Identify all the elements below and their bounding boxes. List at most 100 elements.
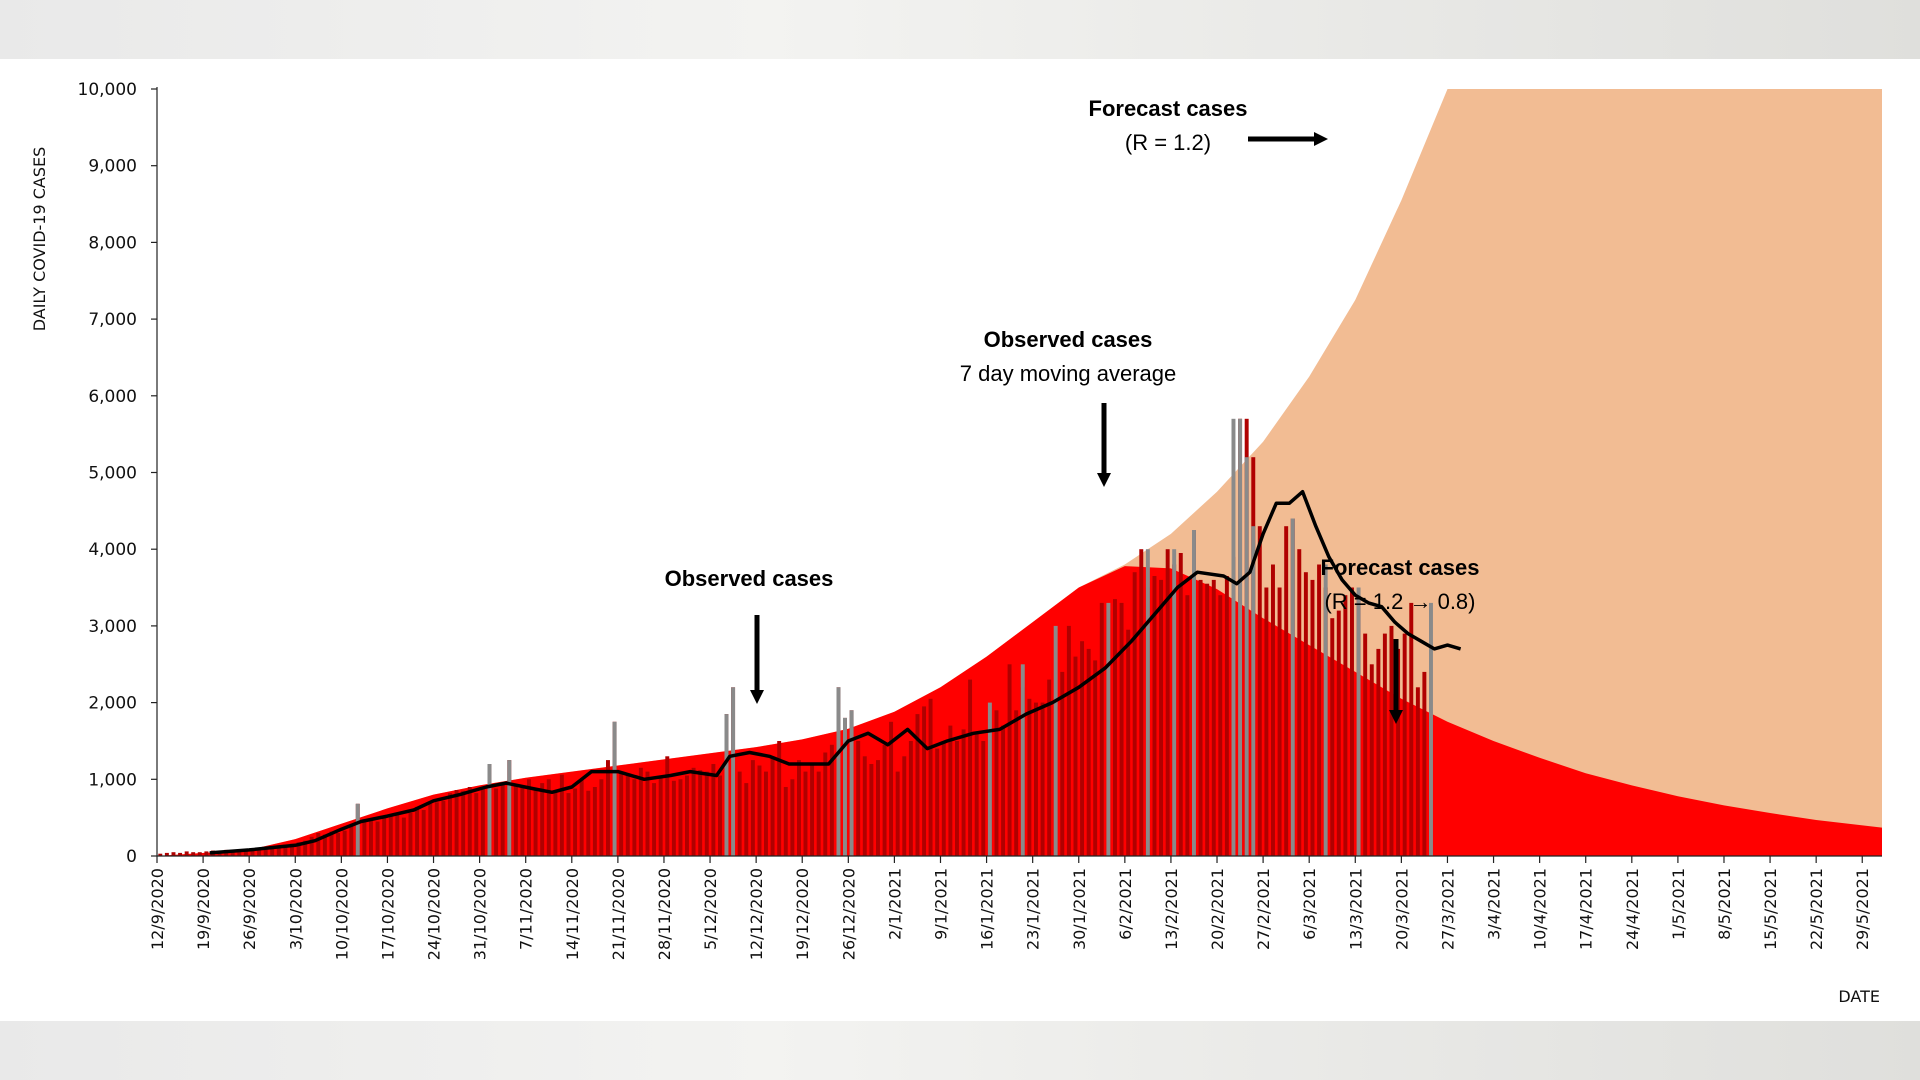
observed-bar xyxy=(750,760,755,856)
observed-bar-outlier xyxy=(1323,564,1328,856)
observed-bar xyxy=(1132,572,1137,856)
observed-bar xyxy=(573,788,578,856)
observed-bar xyxy=(1093,660,1098,856)
annotations: Forecast cases (R = 1.2) Observed cases 7 d… xyxy=(665,96,1480,724)
observed-bar xyxy=(1014,710,1019,856)
observed-bar xyxy=(316,833,321,856)
observed-bar xyxy=(592,787,597,856)
axes: 0 1,000 2,000 3,000 4,000 5,000 6,000 7,000 8,00… xyxy=(78,80,1882,960)
observed-bar xyxy=(704,771,709,856)
observed-bar xyxy=(685,775,689,856)
observed-bar xyxy=(1165,549,1170,856)
x-tick-label: 27/2/2021 xyxy=(1254,868,1273,950)
x-tick-label: 27/3/2021 xyxy=(1439,868,1458,950)
x-tick-label: 2/1/2021 xyxy=(885,868,904,940)
observed-bar xyxy=(691,767,696,856)
observed-bar xyxy=(638,767,643,856)
observed-bar xyxy=(1310,579,1315,856)
observed-bar xyxy=(1376,648,1381,856)
observed-bar xyxy=(1317,564,1322,856)
observed-bar xyxy=(1040,702,1045,856)
observed-bar xyxy=(336,833,341,856)
observed-bar xyxy=(428,803,433,856)
observed-bar xyxy=(1343,595,1348,856)
observed-bar xyxy=(586,790,591,856)
observed-bar xyxy=(1402,633,1407,856)
observed-bar xyxy=(1066,625,1071,856)
observed-bar xyxy=(718,775,722,856)
observed-bar-outlier xyxy=(1429,602,1433,856)
x-tick-label: 29/5/2021 xyxy=(1853,868,1872,950)
observed-bar xyxy=(1330,618,1335,856)
observed-bar xyxy=(494,788,499,856)
observed-bar xyxy=(540,783,545,856)
observed-bar xyxy=(652,783,657,856)
observed-bar xyxy=(1086,648,1091,856)
arrow-head xyxy=(1389,710,1403,724)
arrow-head xyxy=(1314,132,1328,146)
observed-bar xyxy=(283,844,288,856)
observed-bar xyxy=(895,771,900,856)
observed-bar xyxy=(1224,576,1229,856)
observed-bar xyxy=(382,817,387,856)
observed-bar xyxy=(197,852,202,856)
x-tick-label: 22/5/2021 xyxy=(1807,868,1826,950)
arrow-observed-icon xyxy=(750,615,764,704)
observed-bar xyxy=(1119,602,1124,856)
observed-bar xyxy=(1363,633,1368,856)
observed-bar xyxy=(421,810,426,856)
observed-bar xyxy=(467,787,472,856)
observed-bars xyxy=(158,418,1433,857)
observed-bar xyxy=(243,850,248,856)
x-tick-label: 10/10/2020 xyxy=(332,868,351,960)
observed-bar xyxy=(303,840,308,856)
observed-bar xyxy=(369,820,373,856)
observed-bar xyxy=(968,679,973,856)
observed-bar xyxy=(1047,679,1052,856)
arrow-head xyxy=(750,690,764,704)
observed-bar xyxy=(974,733,979,856)
observed-bar xyxy=(178,852,183,856)
observed-bar xyxy=(171,852,176,856)
observed-bar-outlier xyxy=(1244,457,1249,856)
observed-bar xyxy=(823,752,828,856)
x-tick-label: 19/12/2020 xyxy=(793,868,812,960)
observed-bar xyxy=(434,802,439,856)
observed-bar xyxy=(566,793,571,856)
x-tick-label: 6/3/2021 xyxy=(1300,868,1319,940)
observed-bar xyxy=(961,729,966,856)
observed-bar-outlier xyxy=(1290,518,1295,856)
observed-bar xyxy=(395,814,400,856)
y-tick-label: 2,000 xyxy=(88,694,137,714)
observed-bar-outlier xyxy=(507,760,512,856)
observed-bar-outlier xyxy=(1192,530,1196,856)
observed-bar xyxy=(1159,579,1164,856)
x-tick-label: 19/9/2020 xyxy=(194,868,213,950)
observed-bar xyxy=(454,790,459,856)
observed-bar xyxy=(1303,572,1308,856)
forecast-areas xyxy=(157,89,1882,856)
observed-bar xyxy=(362,819,367,856)
observed-bar xyxy=(349,825,354,856)
observed-bar xyxy=(329,831,334,856)
moving-average-line xyxy=(209,489,1462,855)
observed-bar xyxy=(1369,664,1374,857)
observed-bar xyxy=(770,756,775,856)
observed-bar xyxy=(527,779,531,856)
observed-bar xyxy=(744,783,749,856)
observed-bar xyxy=(237,849,242,856)
observed-bar xyxy=(388,816,393,856)
annotation-observed-line-1: Observed cases xyxy=(665,566,834,591)
annotation-forecast-low-line-2: (R = 1.2 → 0.8) xyxy=(1324,589,1475,614)
observed-bar xyxy=(882,744,887,856)
observed-bar xyxy=(908,741,913,856)
observed-bar xyxy=(1396,648,1401,856)
annotation-moving-avg-line-2: 7 day moving average xyxy=(960,361,1176,386)
observed-bar xyxy=(461,790,466,856)
annotation-moving-avg-line-1: Observed cases xyxy=(984,327,1153,352)
x-tick-label: 3/10/2020 xyxy=(286,868,305,950)
observed-bar xyxy=(474,793,479,856)
observed-bar xyxy=(737,771,742,856)
observed-bar xyxy=(1382,633,1387,856)
observed-bar xyxy=(816,771,821,856)
